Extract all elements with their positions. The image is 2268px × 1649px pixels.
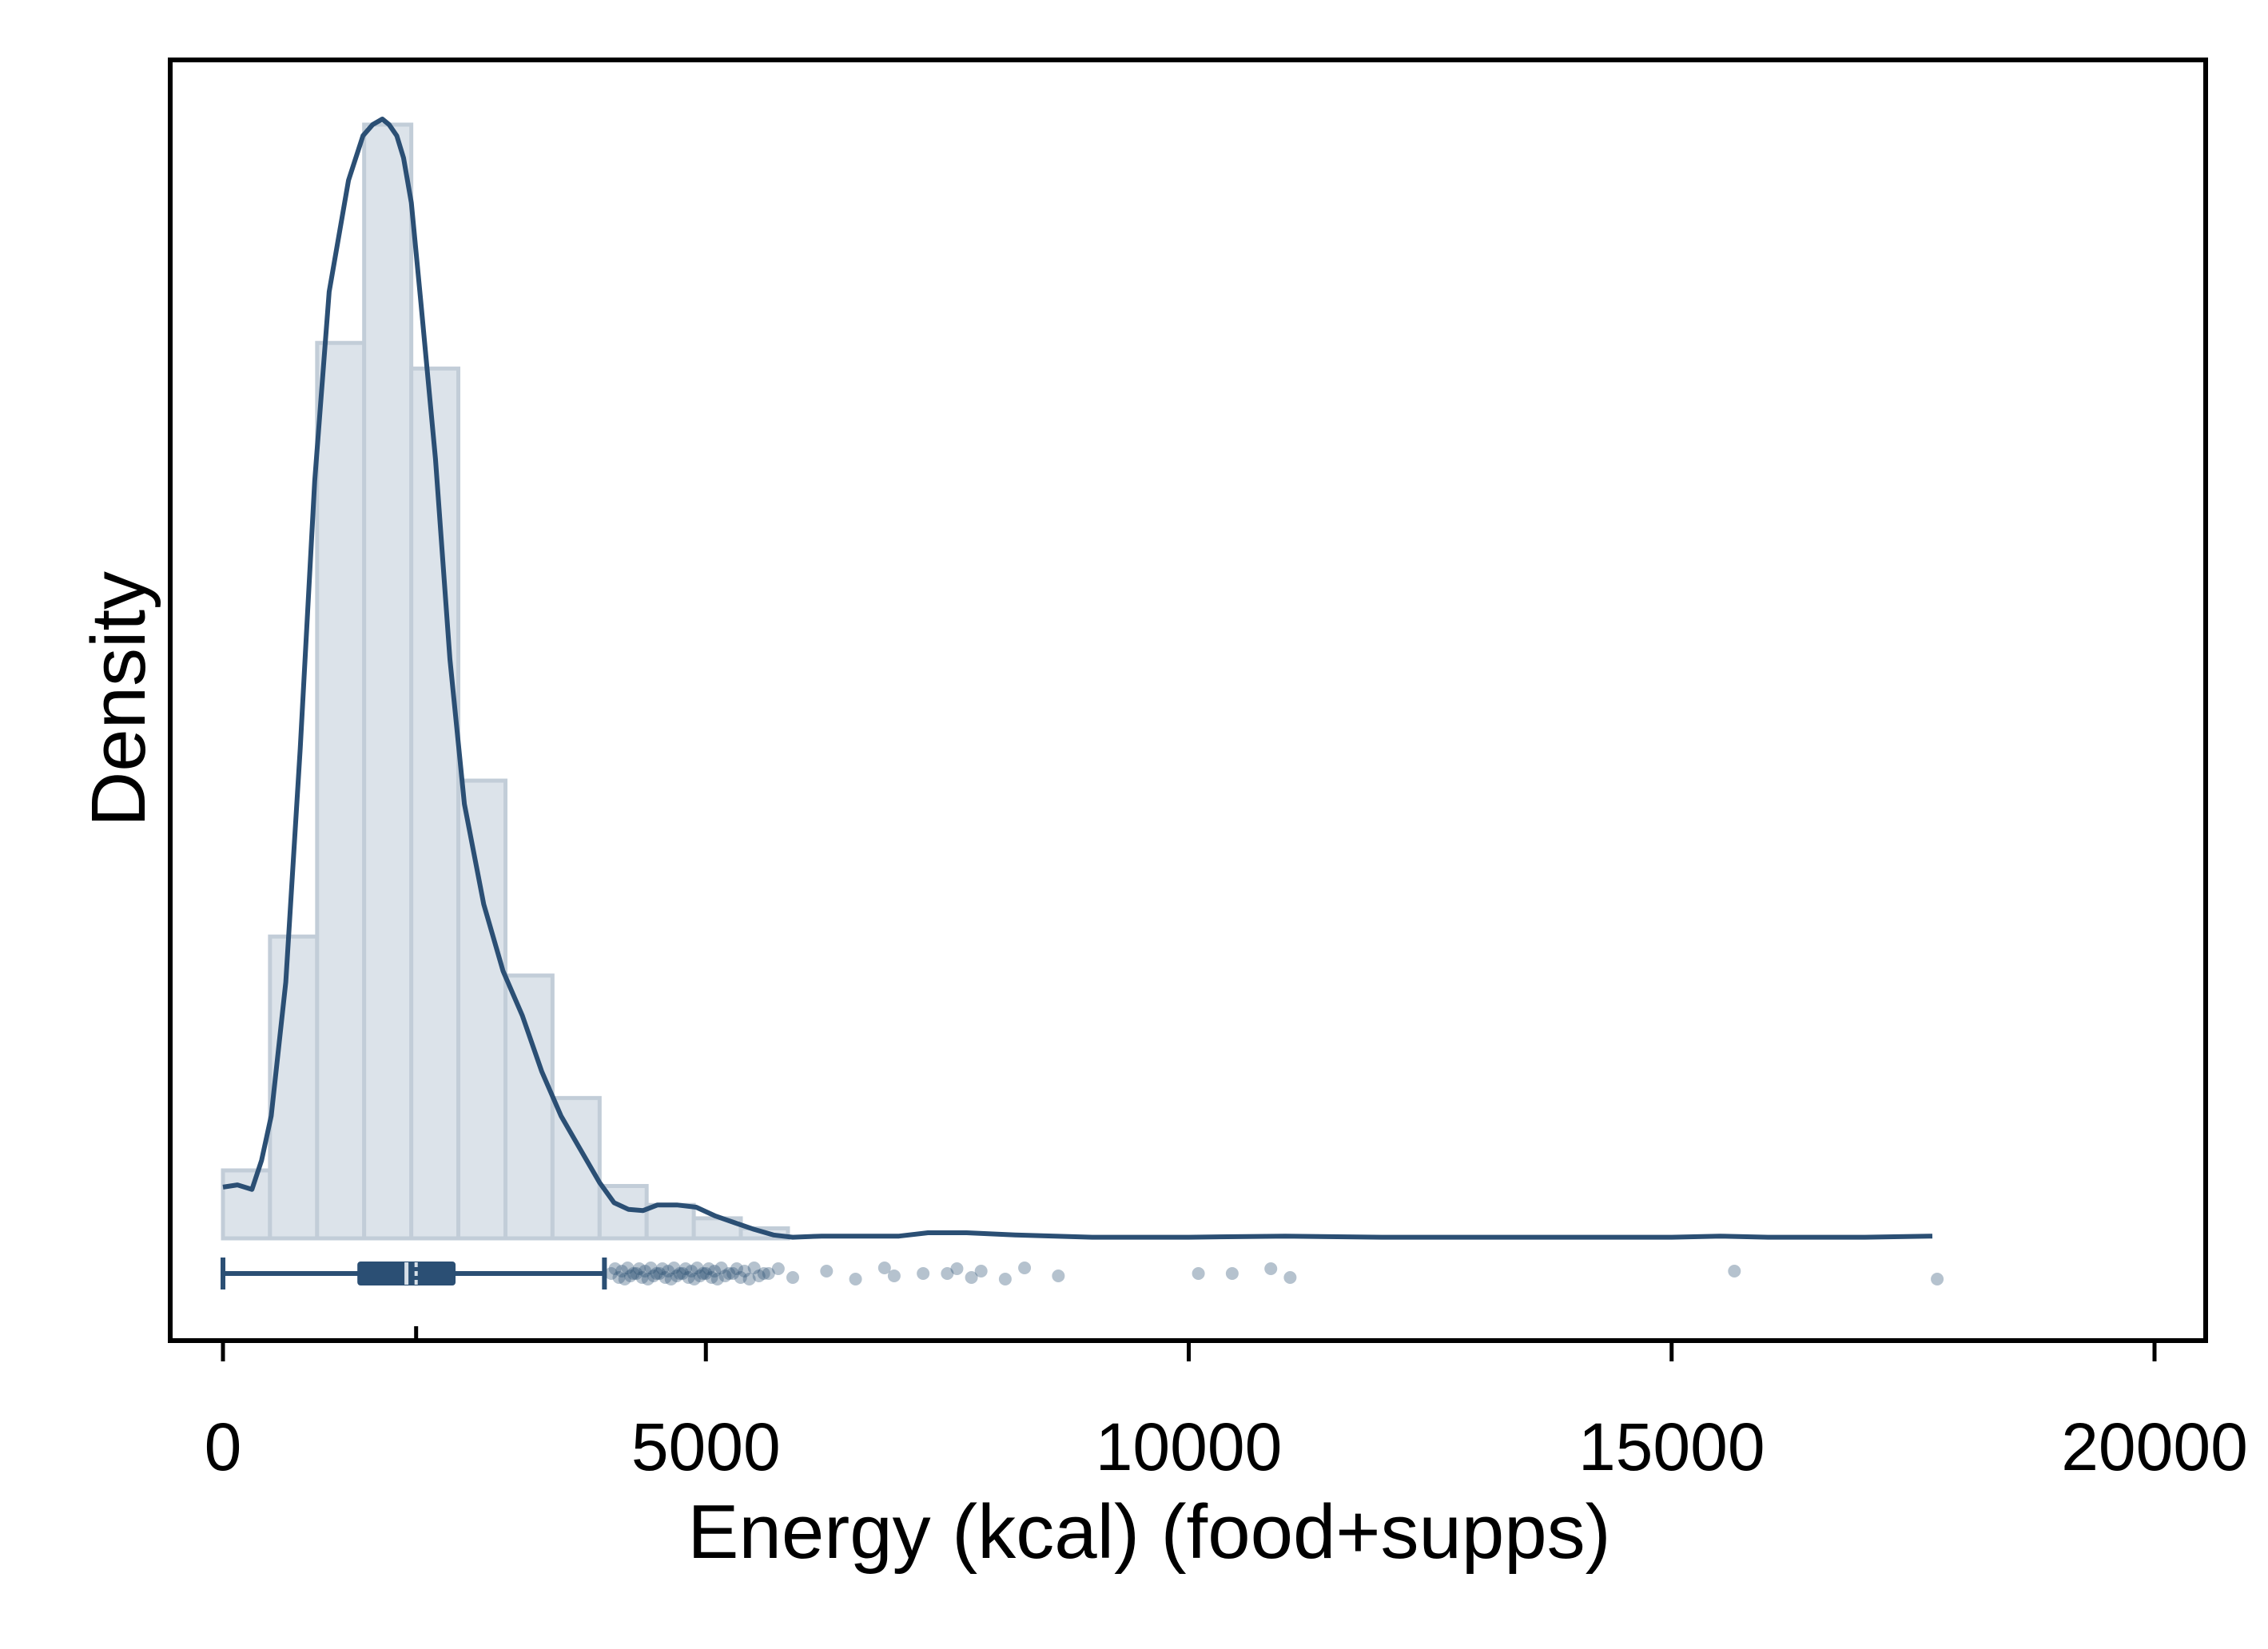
outlier-point xyxy=(678,1262,692,1275)
outlier-point xyxy=(673,1267,686,1280)
outlier-point xyxy=(726,1267,740,1280)
outlier-point xyxy=(623,1270,637,1282)
histogram-bar xyxy=(503,973,555,1241)
outlier-point xyxy=(615,1265,629,1277)
outlier-point xyxy=(849,1273,862,1285)
outlier-points xyxy=(604,1262,1944,1285)
outlier-point xyxy=(630,1267,643,1280)
outlier-point xyxy=(738,1265,751,1277)
outlier-point xyxy=(641,1273,655,1285)
outlier-point xyxy=(664,1273,678,1285)
outlier-point xyxy=(676,1267,690,1280)
outlier-point xyxy=(1052,1270,1065,1282)
histogram-bar xyxy=(644,1202,696,1241)
outlier-point xyxy=(621,1262,635,1274)
x-tick-label: 5000 xyxy=(631,1409,781,1484)
outlier-point xyxy=(1283,1271,1297,1284)
outlier-point xyxy=(685,1265,698,1277)
outlier-point xyxy=(650,1267,663,1280)
histogram-bar xyxy=(362,122,414,1241)
outlier-point xyxy=(702,1262,715,1275)
x-tick-label: 0 xyxy=(205,1409,242,1484)
x-tick-label: 20000 xyxy=(2061,1409,2248,1484)
outlier-point xyxy=(682,1271,695,1284)
outlier-point xyxy=(662,1265,675,1277)
outlier-point xyxy=(1931,1273,1944,1285)
outlier-point xyxy=(659,1271,672,1284)
x-tick-label: 15000 xyxy=(1578,1409,1765,1484)
outlier-point xyxy=(667,1262,681,1274)
outlier-point xyxy=(974,1265,988,1277)
outlier-point xyxy=(887,1270,901,1282)
outlier-point xyxy=(604,1267,618,1280)
outlier-point xyxy=(771,1262,785,1275)
outlier-point xyxy=(653,1267,666,1280)
outlier-point xyxy=(690,1262,704,1274)
histogram-bar xyxy=(456,778,507,1241)
outlier-point xyxy=(747,1262,761,1274)
outlier-point xyxy=(917,1267,930,1280)
histogram-bar xyxy=(268,934,320,1241)
outlier-point xyxy=(965,1271,978,1284)
outlier-point xyxy=(742,1273,756,1285)
outlier-point xyxy=(877,1262,891,1274)
outlier-point xyxy=(618,1273,631,1285)
outlier-point xyxy=(757,1267,770,1280)
box-plot xyxy=(221,1258,607,1341)
outlier-point xyxy=(718,1270,732,1282)
histogram-bar xyxy=(221,1168,273,1241)
y-axis-title: Density xyxy=(76,571,161,827)
outlier-point xyxy=(1018,1262,1032,1274)
histogram-bar xyxy=(691,1216,743,1241)
outlier-point xyxy=(699,1267,713,1280)
outlier-point xyxy=(687,1273,701,1285)
density-curve xyxy=(222,117,1933,1240)
outlier-point xyxy=(655,1262,669,1275)
outlier-point xyxy=(639,1265,652,1277)
outlier-point xyxy=(644,1262,658,1274)
outlier-point xyxy=(693,1270,706,1282)
outlier-point xyxy=(670,1270,683,1282)
outlier-point xyxy=(1264,1262,1278,1275)
outlier-point xyxy=(632,1262,646,1275)
outlier-point xyxy=(710,1273,724,1285)
outlier-point xyxy=(950,1262,964,1275)
outlier-point xyxy=(752,1270,766,1282)
outlier-point xyxy=(1225,1267,1239,1280)
x-axis-title: Energy (kcal) (food+supps) xyxy=(687,1489,1610,1575)
outlier-point xyxy=(1192,1267,1205,1280)
x-axis-ticks: 0 5000 10000 15000 20000 xyxy=(205,1341,2248,1484)
outlier-point xyxy=(635,1271,649,1284)
outlier-point xyxy=(714,1262,728,1274)
outlier-point xyxy=(612,1271,626,1284)
outlier-point xyxy=(627,1267,640,1280)
outlier-point xyxy=(647,1270,660,1282)
histogram-bar xyxy=(315,340,367,1241)
histogram-bars xyxy=(221,122,790,1241)
outlier-point xyxy=(1728,1265,1741,1277)
x-tick-label: 10000 xyxy=(1096,1409,1283,1484)
outlier-point xyxy=(998,1273,1012,1285)
outlier-point xyxy=(705,1271,718,1284)
outlier-point xyxy=(708,1265,722,1277)
outlier-point xyxy=(722,1267,736,1280)
outlier-point xyxy=(820,1265,834,1277)
outlier-point xyxy=(734,1271,747,1284)
outlier-point xyxy=(762,1267,775,1280)
histogram-bar xyxy=(409,366,461,1241)
outlier-point xyxy=(696,1267,710,1280)
outlier-point xyxy=(941,1267,954,1280)
outlier-point xyxy=(730,1262,743,1275)
outlier-point xyxy=(786,1271,800,1284)
outlier-point xyxy=(608,1262,622,1275)
